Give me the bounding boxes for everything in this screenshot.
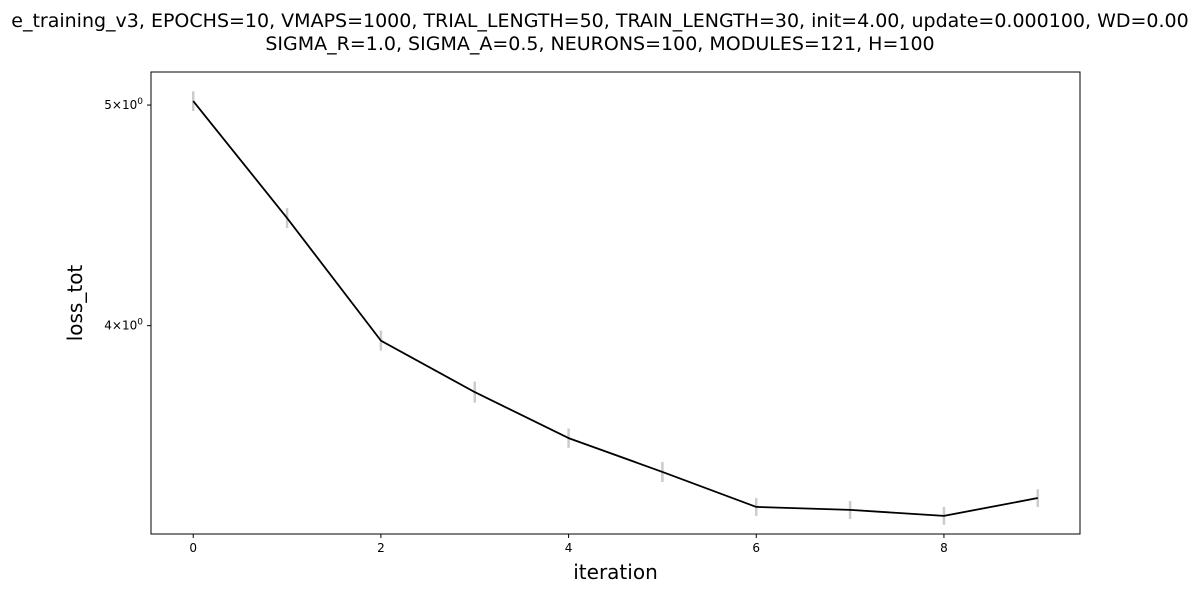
y-axis-ticks: 5×100 4×100: [104, 97, 151, 333]
series-line-0: [192, 100, 1038, 517]
x-tick-label: 6: [752, 541, 760, 555]
x-tick-label: 4: [565, 541, 573, 555]
y-tick-label: 5×100: [104, 97, 143, 112]
x-tick-label: 8: [940, 541, 948, 555]
series-lines: [192, 100, 1038, 517]
y-axis-label: loss_tot: [63, 265, 87, 342]
plot-frame: [150, 71, 1081, 535]
x-axis-ticks: 0 2 4 6 8: [189, 534, 948, 555]
x-tick-label: 2: [377, 541, 385, 555]
chart-title-line-1: e_training_v3, EPOCHS=10, VMAPS=1000, TR…: [11, 10, 1189, 32]
chart-title-line-2: SIGMA_R=1.0, SIGMA_A=0.5, NEURONS=100, M…: [265, 33, 935, 55]
x-axis-label: iteration: [573, 560, 658, 584]
x-tick-label: 0: [189, 541, 197, 555]
y-tick-label: 4×100: [104, 318, 143, 333]
errorbars: [191, 91, 1040, 525]
